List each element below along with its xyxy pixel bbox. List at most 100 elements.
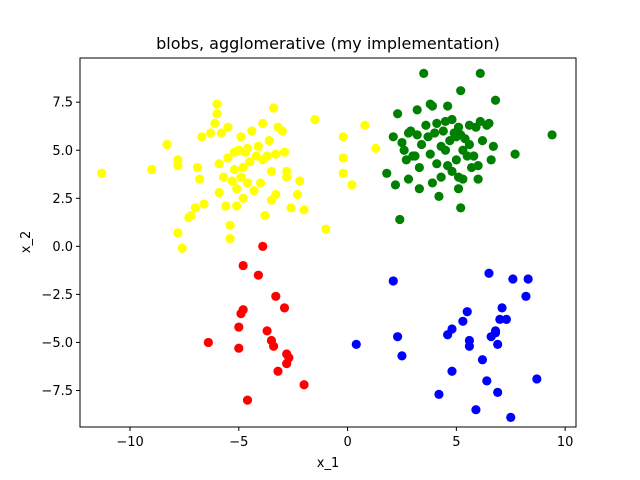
data-point [238,260,248,271]
data-point [203,337,213,348]
data-point [238,193,248,203]
data-point [205,128,216,138]
axes: −10 −5 0 5 10 −7.5 −5.0 −2.5 0.0 2.5 5.0 7.5 [41,57,577,450]
data-point [427,178,438,188]
data-point [212,99,222,109]
data-point [271,189,281,200]
data-point [177,243,187,253]
data-point [430,128,440,138]
data-point [173,228,183,238]
data-point [218,172,229,182]
data-point [388,276,398,286]
x-axis-label: x_1 [317,456,339,471]
data-point [501,314,511,324]
data-point [397,351,407,361]
data-point [432,159,442,169]
data-point [427,101,438,111]
data-point [223,122,233,132]
data-point [236,132,246,142]
data-point [447,324,457,334]
data-point [262,151,272,161]
data-point [338,168,348,178]
data-point [234,322,244,332]
data-points [97,68,557,422]
data-point [382,168,392,178]
data-point [425,149,435,159]
data-point [510,149,520,159]
data-point [229,164,240,175]
data-point [279,147,290,157]
data-point [456,86,466,96]
data-point [412,105,422,115]
data-point [223,153,233,163]
data-point [338,132,348,142]
x-tick-label: 0 [343,435,351,450]
y-tick-label: 2.5 [52,192,73,207]
data-point [249,186,259,196]
data-point [462,151,472,161]
x-tick-label: 10 [557,435,574,450]
data-point [210,118,220,128]
data-point [464,341,474,351]
x-tick-label: −5 [229,435,248,450]
data-point [477,355,488,365]
data-point [284,353,294,363]
data-point [453,122,464,132]
data-point [484,268,494,278]
data-point [486,155,496,165]
data-point [321,224,331,234]
x-tick-label: −10 [116,435,143,450]
data-point [469,151,479,161]
y-tick-label: −2.5 [41,288,73,303]
data-point [462,307,472,317]
data-point [162,139,172,150]
data-point [236,172,246,182]
y-tick-label: 7.5 [52,96,73,111]
data-point [458,316,468,326]
data-point [97,168,107,178]
data-point [414,184,424,194]
data-point [477,136,488,146]
data-point [195,174,205,184]
data-point [493,339,503,349]
data-point [227,176,237,186]
data-point [264,136,274,146]
data-point [495,314,505,324]
data-point [255,178,266,188]
y-tick-label: 0.0 [52,240,73,255]
data-point [421,120,431,130]
data-point [456,203,466,213]
data-point [488,141,498,152]
data-point [399,145,409,155]
data-point [473,161,483,171]
data-point [242,395,253,405]
data-point [253,141,263,152]
data-point [310,114,320,125]
data-point [482,376,492,386]
data-point [253,270,263,280]
data-point [393,109,403,119]
data-point [258,241,268,251]
data-point [497,303,507,313]
data-point [393,332,403,342]
data-point [282,166,292,176]
data-point [271,149,281,159]
data-point [271,291,281,301]
data-point [471,405,481,415]
data-point [403,174,414,184]
data-point [490,328,501,338]
data-point [266,166,277,176]
data-point [216,128,226,138]
data-point [221,201,231,211]
plot-frame [79,57,577,428]
data-point [493,387,503,398]
data-point [490,95,501,105]
data-point [147,164,157,175]
data-point [440,145,451,155]
data-point [388,132,398,142]
data-point [279,303,290,313]
data-point [360,120,370,130]
data-point [453,184,464,194]
data-point [506,412,516,422]
